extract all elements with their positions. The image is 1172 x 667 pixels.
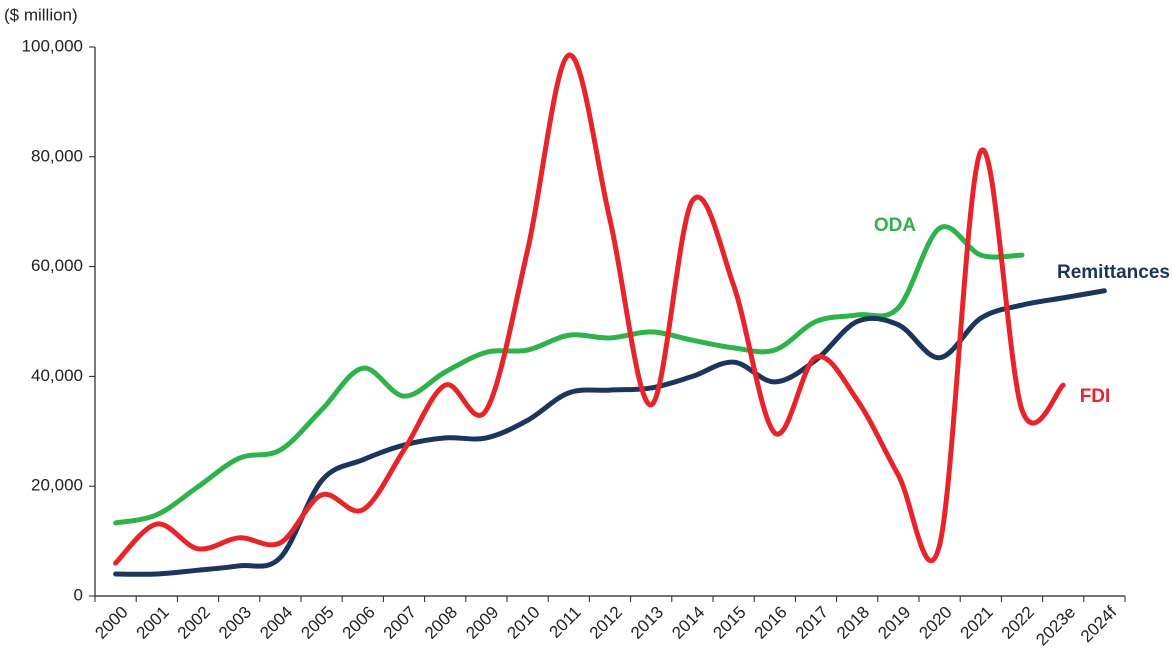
y-tick-label: 40,000 <box>31 366 83 385</box>
x-tick-label: 2010 <box>503 603 543 643</box>
y-tick-label: 60,000 <box>31 256 83 275</box>
x-tick-label: 2018 <box>833 603 873 643</box>
y-tick-label: 100,000 <box>22 36 83 55</box>
x-tick-label: 2002 <box>174 603 214 643</box>
x-tick-label: 2008 <box>421 603 461 643</box>
x-tick-label: 2020 <box>915 603 955 643</box>
x-tick-label: 2011 <box>546 603 585 642</box>
x-tick-label: 2003 <box>215 603 255 643</box>
y-tick-label: 0 <box>74 585 83 604</box>
line-series <box>113 224 1025 526</box>
x-tick-label: 2005 <box>297 603 337 643</box>
x-tick-label: 2007 <box>380 603 420 643</box>
x-tick-label: 2015 <box>709 603 749 643</box>
y-axis-label: ($ million) <box>4 5 78 24</box>
x-tick-label: 2013 <box>627 603 667 643</box>
x-tick-label: 2014 <box>668 603 708 643</box>
series-label: Remittances <box>1057 262 1170 283</box>
y-tick-label: 80,000 <box>31 146 83 165</box>
x-tick-label: 2004 <box>256 603 296 643</box>
x-tick-label: 2023e <box>1032 603 1079 650</box>
x-tick-label: 2021 <box>957 603 997 643</box>
x-tick-label: 2012 <box>586 603 626 643</box>
x-tick-label: 2017 <box>792 603 832 643</box>
x-tick-label: 2009 <box>462 603 502 643</box>
x-tick-label: 2019 <box>874 603 914 643</box>
line-series <box>113 288 1107 577</box>
line-series <box>113 52 1066 566</box>
x-tick-label: 2006 <box>339 603 379 643</box>
series-label: ODA <box>874 215 917 236</box>
series-label: FDI <box>1080 386 1111 407</box>
x-tick-label: 2024f <box>1077 602 1121 646</box>
x-tick-label: 2016 <box>751 603 791 643</box>
y-tick-label: 20,000 <box>31 476 83 495</box>
x-tick-label: 2001 <box>133 603 173 643</box>
x-tick-label: 2000 <box>91 603 131 643</box>
